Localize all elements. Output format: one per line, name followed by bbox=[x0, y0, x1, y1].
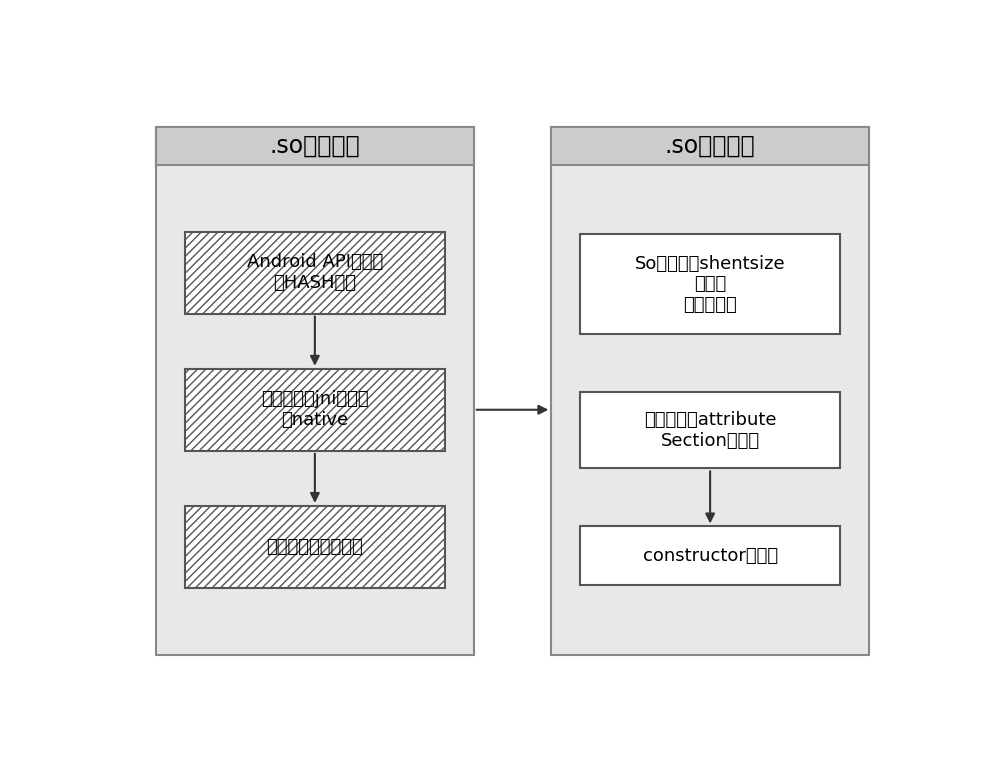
Bar bbox=[185, 369, 445, 451]
Bar bbox=[185, 506, 445, 588]
Bar bbox=[156, 126, 474, 655]
Text: Android API编写获
取HASH功能: Android API编写获 取HASH功能 bbox=[247, 253, 383, 292]
Bar bbox=[580, 235, 840, 335]
Text: 与预存的字符串对比: 与预存的字符串对比 bbox=[266, 538, 363, 556]
Bar bbox=[185, 232, 445, 314]
Text: .so加密模块: .so加密模块 bbox=[665, 133, 755, 158]
Bar bbox=[185, 506, 445, 588]
Bar bbox=[580, 392, 840, 469]
Text: .so功能模块: .so功能模块 bbox=[270, 133, 360, 158]
Bar bbox=[185, 369, 445, 451]
Bar bbox=[551, 126, 869, 165]
Bar bbox=[156, 126, 474, 165]
Text: 利用反射在jni中翻译
成native: 利用反射在jni中翻译 成native bbox=[261, 390, 369, 429]
Bar bbox=[185, 232, 445, 314]
Text: 关键函数的attribute
Section预加密: 关键函数的attribute Section预加密 bbox=[644, 411, 776, 450]
Text: constructor自解密: constructor自解密 bbox=[643, 546, 778, 565]
Bar bbox=[551, 126, 869, 655]
Text: So装载视图shentsize
等字段
的重写混淆: So装载视图shentsize 等字段 的重写混淆 bbox=[635, 255, 785, 314]
Bar bbox=[580, 527, 840, 585]
